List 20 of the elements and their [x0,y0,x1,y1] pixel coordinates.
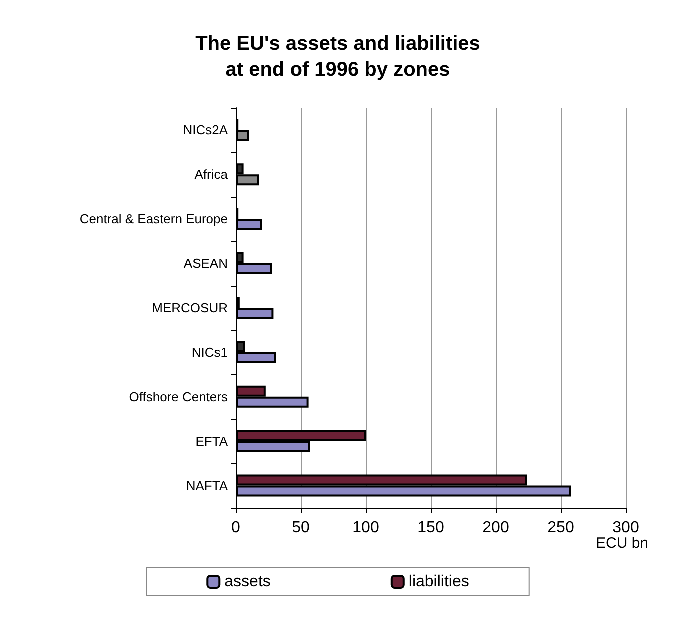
y-tick-label: Offshore Centers [129,389,228,404]
x-tick-label: 0 [232,520,241,536]
y-tick-label: NAFTA [186,478,228,494]
y-tick-label: MERCOSUR [152,300,228,316]
y-tick-label: Africa [194,167,229,182]
x-tick-label: 250 [548,520,574,536]
y-tick-label: NICs1 [192,344,228,360]
x-axis-title: ECU bn [596,535,649,552]
x-tick-label: 150 [418,520,444,536]
x-tick-label: 300 [612,520,640,536]
y-tick-label: EFTA [196,434,228,449]
x-tick-label: 100 [352,520,380,536]
x-tick-label: 50 [292,520,310,536]
legend-label: assets [224,574,271,590]
y-tick-label: ASEAN [184,256,228,272]
y-tick-label: Central & Eastern Europe [80,212,228,227]
chart-title: The EU's assets and liabilities at end of 1996 by zones [196,33,480,81]
x-tick-label: 200 [482,520,510,536]
legend-label: liabilities [408,574,470,590]
y-tick-label: NICs2A [183,122,228,138]
